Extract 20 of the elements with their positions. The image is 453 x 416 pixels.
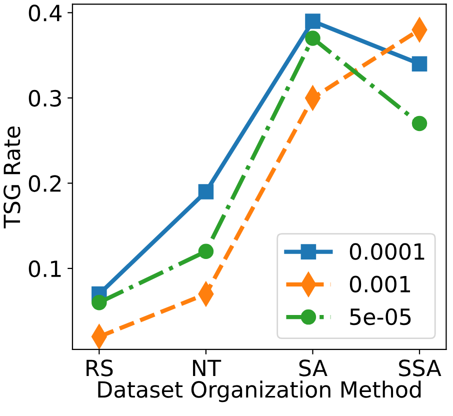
x-tick-label: NT: [193, 360, 222, 376]
legend-label: 0.0001: [350, 243, 424, 260]
y-tick-label: 0.2: [28, 175, 61, 192]
x-tick-label: SA: [299, 360, 328, 376]
y-tick-label: 0.4: [28, 4, 62, 22]
point: [198, 184, 214, 200]
x-axis-title: Dataset Organization Method: [98, 380, 421, 402]
point: [412, 56, 428, 72]
point: [92, 294, 107, 310]
point: [305, 30, 320, 46]
y-tick-label: 0.1: [28, 260, 61, 278]
legend-label: 5e-05: [350, 308, 411, 326]
point: [412, 116, 428, 132]
point: [198, 244, 214, 260]
y-axis-title: TSG Rate: [4, 126, 20, 228]
legend-label: 0.001: [350, 276, 410, 293]
point: [305, 14, 320, 29]
y-tick-label: 0.3: [28, 90, 61, 107]
x-tick-label: SSA: [399, 360, 442, 376]
x-tick-label: RS: [86, 360, 113, 376]
